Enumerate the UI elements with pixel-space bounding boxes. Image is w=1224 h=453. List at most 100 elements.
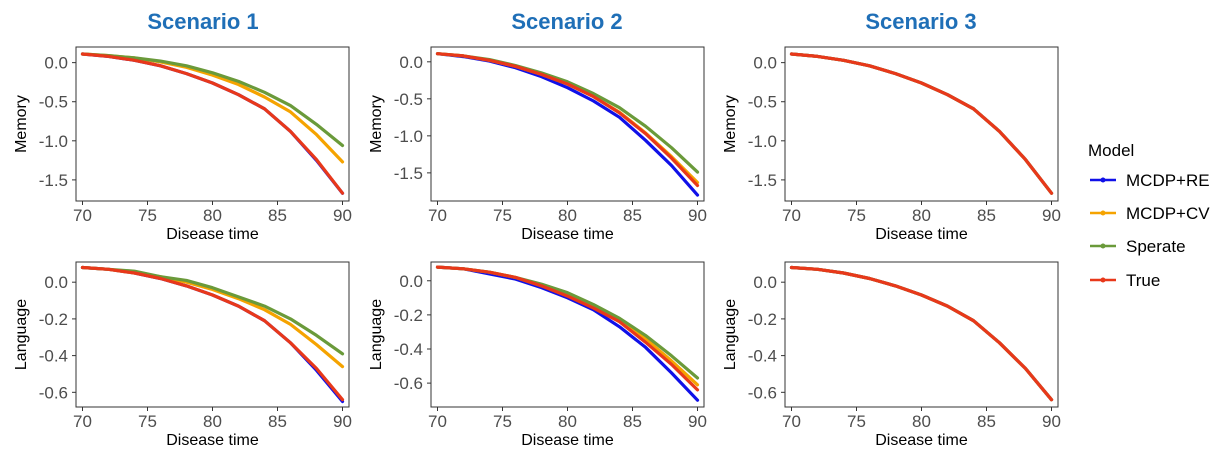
y-tick-label: -0.4	[748, 347, 777, 366]
plot-area	[430, 46, 705, 202]
x-axis-label: Disease time	[875, 226, 968, 243]
x-tick-label: 70	[73, 412, 92, 431]
y-tick-label: -0.6	[748, 383, 777, 402]
legend-entry-sperate: Sperate	[1090, 237, 1186, 256]
x-tick-label: 75	[493, 206, 512, 225]
chart-panels: 70 75 80 85 90 0.0 -0.5 -1.0 -1.5 Disease time Mem…	[13, 46, 1061, 449]
y-tick-label: 0.0	[44, 54, 68, 73]
x-tick-label: 90	[333, 412, 352, 431]
legend-label: Sperate	[1126, 237, 1186, 256]
x-tick-label: 70	[73, 206, 92, 225]
y-axis-label: Language	[368, 299, 385, 370]
chart-panel: 70 75 80 85 90 0.0 -0.5 -1.0 -1.5 Disease time Mem…	[722, 46, 1061, 243]
x-tick-label: 85	[977, 206, 996, 225]
x-axis-label: Disease time	[521, 432, 614, 449]
x-tick-label: 75	[138, 412, 157, 431]
x-tick-label: 70	[428, 206, 447, 225]
x-axis-label: Disease time	[521, 226, 614, 243]
x-tick-label: 75	[138, 206, 157, 225]
x-tick-label: 85	[623, 206, 642, 225]
x-axis-label: Disease time	[875, 432, 968, 449]
y-tick-label: -0.5	[748, 93, 777, 112]
chart-panel: 70 75 80 85 90 0.0 -0.2 -0.4 -0.6 Disease time Lan…	[13, 261, 352, 449]
y-axis-label: Memory	[13, 95, 30, 153]
chart-panel: 70 75 80 85 90 0.0 -0.2 -0.4 -0.6 Disease time Lan…	[368, 261, 707, 449]
series-line-true	[789, 52, 1054, 195]
x-axis-label: Disease time	[166, 432, 259, 449]
series-line-true	[435, 265, 700, 392]
x-tick-label: 90	[1042, 206, 1061, 225]
x-tick-label: 75	[847, 206, 866, 225]
y-tick-label: -1.5	[39, 171, 68, 190]
y-tick-label: 0.0	[753, 54, 777, 73]
y-axis-label: Memory	[722, 95, 739, 153]
y-axis-label: Language	[722, 299, 739, 370]
y-tick-label: -1.0	[39, 132, 68, 151]
y-tick-label: -0.2	[748, 310, 777, 329]
y-tick-label: -0.2	[394, 306, 423, 325]
plot-area	[75, 261, 350, 408]
x-tick-label: 80	[912, 206, 931, 225]
y-tick-label: -1.5	[748, 171, 777, 190]
x-tick-label: 80	[203, 412, 222, 431]
x-tick-label: 80	[203, 206, 222, 225]
scenario-2-title: Scenario 2	[511, 9, 622, 34]
plot-area	[430, 261, 705, 408]
x-tick-label: 70	[782, 412, 801, 431]
chart-panel: 70 75 80 85 90 0.0 -0.2 -0.4 -0.6 Disease time Lan…	[722, 261, 1061, 449]
y-tick-label: -0.6	[39, 383, 68, 402]
legend-swatch-dot	[1100, 277, 1106, 283]
legend-title: Model	[1088, 141, 1134, 160]
y-axis-label: Memory	[368, 95, 385, 153]
legend-label: MCDP+RE	[1126, 171, 1210, 190]
legend-label: MCDP+CV	[1126, 204, 1210, 223]
x-tick-label: 85	[623, 412, 642, 431]
scenario-3-title: Scenario 3	[865, 9, 976, 34]
plot-area	[75, 46, 350, 202]
x-tick-label: 90	[688, 206, 707, 225]
series-line-sperate	[80, 52, 345, 148]
plot-area	[784, 261, 1059, 408]
legend-label: True	[1126, 271, 1160, 290]
legend-swatch-dot	[1100, 243, 1106, 249]
plot-area	[784, 46, 1059, 202]
series-line-true	[435, 52, 700, 188]
x-tick-label: 90	[1042, 412, 1061, 431]
y-tick-label: -0.5	[39, 93, 68, 112]
y-tick-label: -1.0	[394, 127, 423, 146]
x-tick-label: 75	[847, 412, 866, 431]
chart-panel: 70 75 80 85 90 0.0 -0.5 -1.0 -1.5 Disease time Mem…	[13, 46, 352, 243]
y-tick-label: -0.4	[39, 347, 68, 366]
scenario-1-title: Scenario 1	[147, 9, 258, 34]
x-tick-label: 70	[428, 412, 447, 431]
y-tick-label: 0.0	[399, 272, 423, 291]
x-tick-label: 85	[977, 412, 996, 431]
y-tick-label: -1.5	[394, 164, 423, 183]
legend: Model MCDP+RE MCDP+CV Sperate True	[1088, 141, 1210, 290]
x-tick-label: 80	[558, 412, 577, 431]
series-line-true	[80, 52, 345, 195]
y-tick-label: -0.2	[39, 310, 68, 329]
legend-swatch-dot	[1100, 177, 1106, 183]
y-tick-label: -0.5	[394, 90, 423, 109]
x-axis-label: Disease time	[166, 226, 259, 243]
legend-entry-true: True	[1090, 271, 1160, 290]
x-tick-label: 75	[493, 412, 512, 431]
series-line-true	[80, 265, 345, 402]
y-axis-label: Language	[13, 299, 30, 370]
y-tick-label: -0.6	[394, 374, 423, 393]
y-tick-label: 0.0	[753, 273, 777, 292]
x-tick-label: 90	[688, 412, 707, 431]
chart-panel: 70 75 80 85 90 0.0 -0.5 -1.0 -1.5 Disease time Mem…	[368, 46, 707, 243]
y-tick-label: -1.0	[748, 132, 777, 151]
legend-swatch-dot	[1100, 210, 1106, 216]
x-tick-label: 70	[782, 206, 801, 225]
y-tick-label: 0.0	[399, 53, 423, 72]
x-tick-label: 85	[268, 412, 287, 431]
legend-entry-mcdp-cv: MCDP+CV	[1090, 204, 1210, 223]
x-tick-label: 90	[333, 206, 352, 225]
y-tick-label: 0.0	[44, 273, 68, 292]
legend-entry-mcdp-re: MCDP+RE	[1090, 171, 1210, 190]
y-tick-label: -0.4	[394, 340, 423, 359]
